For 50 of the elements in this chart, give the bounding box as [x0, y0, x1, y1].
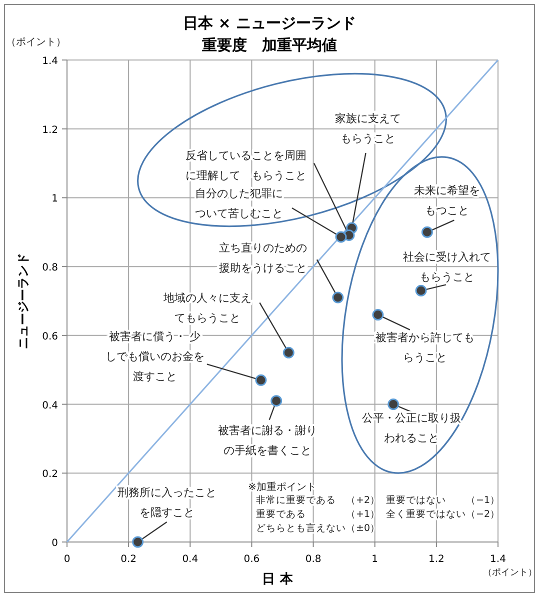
- text: （ポイント）: [6, 37, 66, 48]
- point: [270, 395, 282, 407]
- point: [132, 536, 144, 548]
- annotation: 被害者に謝る・謝りの手紙を書くこと: [218, 424, 317, 457]
- y-tick-label: 0.6: [42, 331, 58, 342]
- x-tick-label: 0.8: [305, 554, 322, 565]
- y-tick-label: 0.4: [42, 400, 58, 412]
- point: [415, 284, 427, 296]
- annotation: 立ち直りのための援助をうけること: [218, 242, 307, 275]
- annotation: 重要である （+1）: [256, 508, 380, 520]
- y-tick-label: 1.4: [42, 56, 58, 67]
- annotation: どちらとも言えない（±0）: [256, 522, 380, 534]
- annotation: 被害者から許してもらうこと: [375, 330, 474, 364]
- chart-subtitle: 重要度 加重平均値: [201, 36, 337, 54]
- annotation: 家族に支えてもらうこと: [334, 112, 401, 146]
- point: [335, 231, 347, 243]
- annotation: 未来に希望をもつこと: [414, 184, 480, 218]
- x-tick-label: 0.6: [244, 554, 260, 565]
- x-tick-label: 0.2: [120, 554, 137, 565]
- annotation: 重要ではない （−1）: [386, 494, 500, 506]
- y-tick-label: 0.2: [42, 469, 58, 480]
- point: [332, 292, 344, 304]
- annotation: 反省していることを周囲に理解して もらうこと: [185, 149, 306, 182]
- x-tick-label: 1.2: [428, 554, 444, 565]
- y-tick-label: 1.2: [42, 124, 58, 136]
- annotation: 全く重要ではない（−2）: [386, 508, 500, 520]
- point: [372, 309, 384, 321]
- x-axis-title: 日 本: [262, 572, 294, 587]
- y-tick-label: 0.8: [42, 262, 58, 274]
- annotation: 社会に受け入れてもらうこと: [403, 250, 492, 284]
- point: [255, 374, 267, 386]
- point: [388, 398, 400, 410]
- annotation: 自分のした犯罪について苦しむこと: [194, 186, 283, 220]
- text: （ポイント）: [483, 568, 537, 578]
- point: [421, 226, 433, 238]
- point: [282, 346, 294, 358]
- x-tick-label: 0.4: [182, 554, 198, 565]
- y-tick-label: 1: [52, 194, 58, 205]
- annotation: 被害者に償う・ 少しでも償いのお金を渡すこと: [105, 330, 204, 384]
- y-tick-label: 0: [52, 538, 58, 549]
- annotation: 非常に重要である （+2）: [256, 494, 380, 506]
- annotation: 地域の人々に支えてもらうこと: [162, 292, 252, 325]
- annotation: 刑務所に入ったことを隠すこと: [117, 486, 216, 519]
- annotation: ※加重ポイント: [248, 481, 316, 493]
- chart-title: 日本 × ニュージーランド: [182, 14, 356, 32]
- annotation: 公平・公正に取り扱われること: [362, 411, 461, 444]
- y-axis-title: ニュージーランド: [16, 253, 30, 349]
- x-tick-label: 1: [372, 554, 378, 565]
- x-tick-label: 0: [64, 554, 70, 565]
- x-tick-label: 1.4: [490, 554, 506, 565]
